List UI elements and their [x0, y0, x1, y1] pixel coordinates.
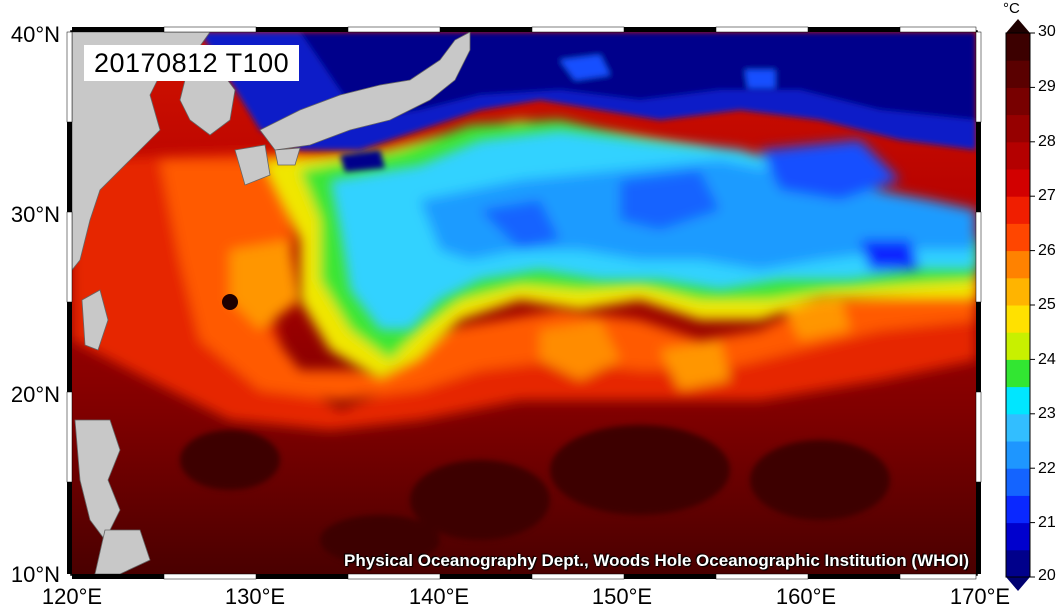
colorbar-segment [1006, 386, 1030, 415]
lon-label-140: 140°E [408, 584, 470, 609]
colorbar-tick-label: 20 [1038, 567, 1056, 584]
land-mass [72, 32, 471, 574]
colorbar-segment [1006, 441, 1030, 469]
colorbar-segment [1006, 250, 1030, 279]
colorbar-segment [1006, 413, 1030, 442]
colorbar-segment [1006, 196, 1030, 224]
colorbar-tick-label: 27 [1038, 187, 1056, 204]
lat-label-20: 20°N [10, 382, 60, 407]
colorbar-segment [1006, 87, 1030, 116]
colorbar-tick-label: 23 [1038, 405, 1056, 422]
colorbar-min-arrow [1006, 577, 1030, 591]
lon-label-160: 160°E [775, 584, 837, 609]
temperature-field [72, 32, 976, 574]
colorbar-segment [1006, 305, 1030, 333]
colorbar-tick-label: 29 [1038, 78, 1056, 95]
colorbar-tick-label: 28 [1038, 133, 1056, 150]
colorbar-segment [1006, 522, 1030, 551]
frame-ticks [66, 26, 982, 580]
colorbar-tick-label: 26 [1038, 242, 1056, 259]
colorbar-segment [1006, 277, 1030, 306]
colorbar-segment [1006, 468, 1030, 496]
colorbar-segment [1006, 223, 1030, 252]
colorbar-tick-label: 30 [1038, 23, 1056, 40]
colorbar-tick-label: 24 [1038, 351, 1056, 368]
colorbar-segment [1006, 33, 1030, 61]
credit-text: Physical Oceanography Dept., Woods Hole … [344, 551, 969, 570]
lat-label-40: 40°N [10, 22, 60, 47]
colorbar-tick-label: 21 [1038, 514, 1056, 531]
map-title: 20170812 T100 [84, 45, 300, 81]
colorbar-tick-label: 22 [1038, 460, 1056, 477]
colorbar-segment [1006, 495, 1030, 524]
colorbar-max-arrow [1006, 19, 1030, 33]
lon-label-120: 120°E [41, 584, 103, 609]
colorbar-tick-label: 25 [1038, 296, 1056, 313]
colorbar-unit: °C [1003, 0, 1020, 17]
lon-label-150: 150°E [591, 584, 653, 609]
colorbar-segment [1006, 141, 1030, 170]
lon-label-130: 130°E [224, 584, 286, 609]
colorbar-segment [1006, 169, 1030, 197]
colorbar [1005, 19, 1035, 591]
lat-label-10: 10°N [10, 562, 60, 587]
colorbar-segment [1006, 332, 1030, 360]
colorbar-segment [1006, 549, 1030, 578]
lat-label-30: 30°N [10, 202, 60, 227]
colorbar-segment [1006, 114, 1030, 143]
colorbar-segment [1006, 60, 1030, 88]
lon-label-170: 170°E [949, 584, 1011, 609]
colorbar-segment [1006, 359, 1030, 388]
